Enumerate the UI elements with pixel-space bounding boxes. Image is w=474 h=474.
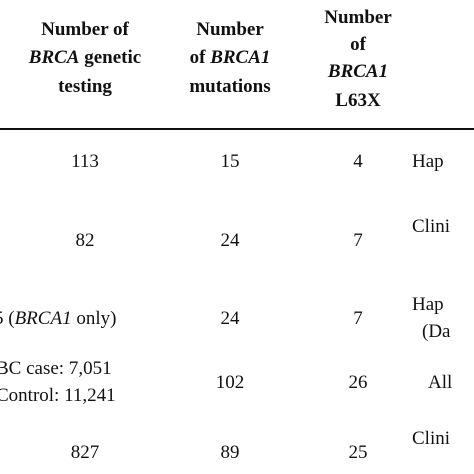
row2-testing: 82 <box>75 230 95 251</box>
row1-testing: 113 <box>71 151 99 172</box>
header-col1-line1: Number of <box>41 19 129 40</box>
row4-l63x: 26 <box>348 372 368 393</box>
row5-l63x: 25 <box>348 442 368 463</box>
row4-mutations: 102 <box>215 372 245 393</box>
header-col2-line3: mutations <box>189 76 271 97</box>
header-col2-line1: Number <box>196 19 264 40</box>
row3-testing-post: only) <box>71 308 117 329</box>
row5-testing: 827 <box>70 442 100 463</box>
header-col1-line2: BRCA genetic <box>0 45 170 70</box>
row4-testing-line1: BC case: 7,051 <box>0 358 112 379</box>
header-col3-line4: L63X <box>335 90 381 111</box>
row3-l63x: 7 <box>353 308 363 329</box>
row3-testing-pre: 5 ( <box>0 308 15 329</box>
row2-l63x: 7 <box>353 230 363 251</box>
header-col3-line1: Number <box>324 7 392 28</box>
header-col3-gene: BRCA1 <box>327 61 389 82</box>
row1-l63x: 4 <box>353 151 363 172</box>
header-col3-line2: of <box>350 34 366 55</box>
row1-mutations: 15 <box>220 151 240 172</box>
row3-method-line1: Hap <box>412 294 444 315</box>
row1-method: Hap <box>412 151 444 172</box>
row2-method: Clini <box>412 216 451 237</box>
header-col2-gene: BRCA1 <box>210 47 271 68</box>
header-col1-line2-rest: genetic <box>79 47 142 68</box>
row3-testing: 5 (BRCA1 only) <box>0 306 164 331</box>
header-col2-line2: of BRCA1 <box>170 45 290 70</box>
row4-testing-line2: Control: 11,241 <box>0 385 116 406</box>
header-rule <box>0 128 474 130</box>
row4-method: All <box>428 372 453 393</box>
row3-testing-gene: BRCA1 <box>14 308 72 329</box>
row2-mutations: 24 <box>220 230 240 251</box>
row3-mutations: 24 <box>220 308 240 329</box>
row5-method: Clini <box>412 428 451 449</box>
header-col2-line2-pre: of <box>189 47 211 68</box>
header-col3-line3: BRCA1 <box>296 59 420 84</box>
row3-method-line2: (Da <box>422 321 451 342</box>
row5-mutations: 89 <box>220 442 240 463</box>
header-col1-line3: testing <box>58 76 112 97</box>
header-col1-gene: BRCA <box>28 47 80 68</box>
